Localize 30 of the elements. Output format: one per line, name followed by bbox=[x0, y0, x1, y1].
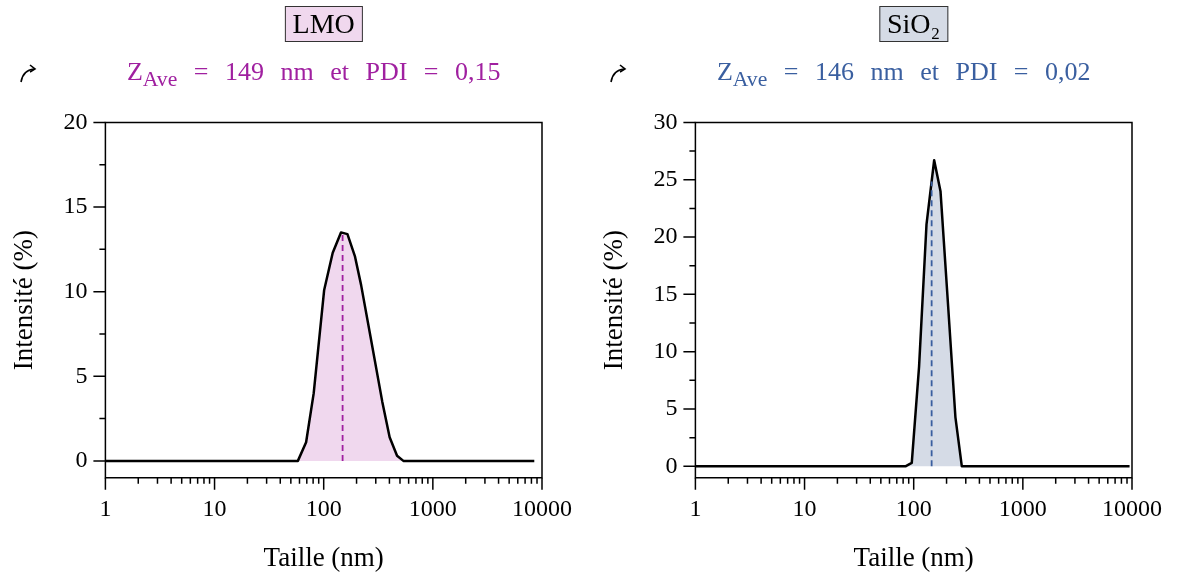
y-tick-label: 20 bbox=[653, 222, 678, 249]
y-tick-label: 5 bbox=[75, 361, 88, 388]
x-tick-label: 10 bbox=[202, 495, 227, 522]
y-tick-label: 5 bbox=[665, 394, 678, 421]
x-tick-label: 1 bbox=[689, 495, 702, 522]
y-tick-label: 0 bbox=[75, 446, 88, 473]
y-tick-label: 15 bbox=[653, 279, 678, 306]
y-axis-title: Intensité (%) bbox=[598, 230, 629, 371]
chart-subtitle: Z$_{Ave}$ = 146 nm et PDI = 0,02 bbox=[716, 56, 1091, 94]
x-tick-label: 1000 bbox=[998, 495, 1047, 522]
x-tick-label: 10 bbox=[792, 495, 817, 522]
chart-title: LMO bbox=[284, 6, 363, 42]
x-tick-label: 10000 bbox=[512, 495, 572, 522]
x-tick-label: 100 bbox=[305, 495, 342, 522]
x-tick-label: 10000 bbox=[1102, 495, 1162, 522]
y-tick-label: 0 bbox=[665, 451, 678, 478]
y-tick-label: 30 bbox=[653, 107, 678, 134]
x-tick-label: 1 bbox=[99, 495, 112, 522]
x-tick-label: 1000 bbox=[408, 495, 457, 522]
x-axis-title: Taille (nm) bbox=[263, 541, 384, 572]
y-tick-label: 10 bbox=[653, 336, 678, 363]
x-axis-title: Taille (nm) bbox=[853, 541, 974, 572]
x-tick-label: 100 bbox=[895, 495, 932, 522]
y-tick-label: 15 bbox=[63, 192, 88, 219]
y-axis-title: Intensité (%) bbox=[8, 230, 39, 371]
y-tick-label: 10 bbox=[63, 276, 88, 303]
y-tick-label: 25 bbox=[653, 165, 678, 192]
chart-title: SiO₂ bbox=[879, 6, 949, 42]
chart-subtitle: Z$_{Ave}$ = 149 nm et PDI = 0,15 bbox=[126, 56, 501, 94]
y-tick-label: 20 bbox=[63, 107, 88, 134]
